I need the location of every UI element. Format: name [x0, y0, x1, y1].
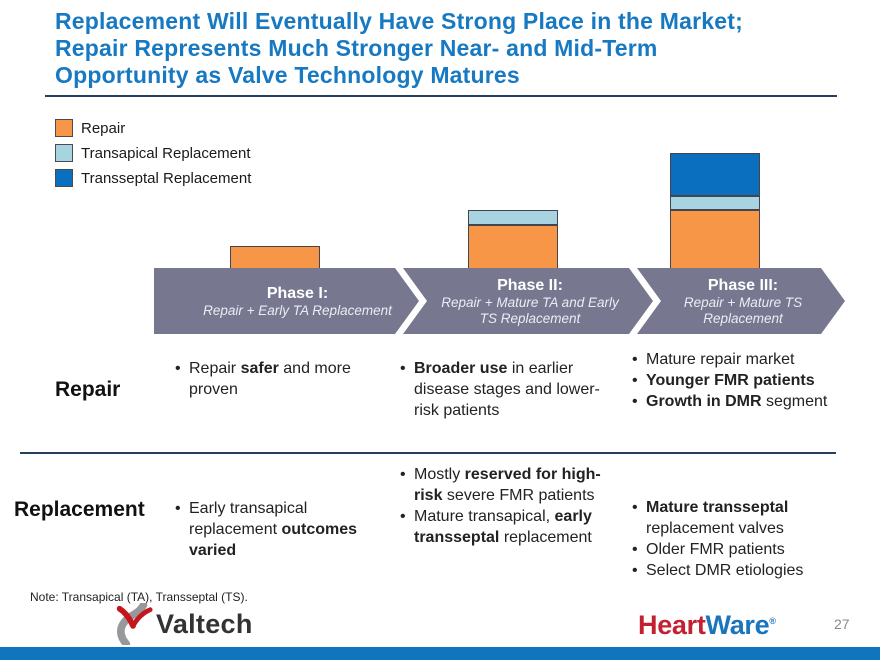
- heartware-logo: HeartWare®: [638, 610, 776, 641]
- bullet-item: • Early transapical replacement outcomes …: [175, 498, 365, 561]
- valtech-wordmark: Valtech: [156, 608, 253, 639]
- bullet-dot: •: [400, 360, 406, 377]
- bar-phase-2: [468, 210, 558, 269]
- bullet-text: Early transapical replacement outcomes v…: [189, 500, 358, 559]
- replacement-phase1-bullets: • Early transapical replacement outcomes …: [175, 498, 365, 561]
- registered-mark-icon: ®: [769, 616, 776, 626]
- bullet-dot: •: [400, 466, 406, 483]
- bullet-text: Mature transapical, early transseptal re…: [414, 508, 592, 546]
- legend-label: Transseptal Replacement: [81, 169, 252, 187]
- bullet-text: Mature transseptal replacement valves: [646, 499, 789, 537]
- repair-phase2-bullets: • Broader use in earlier disease stages a…: [400, 358, 612, 421]
- bullet-item: • Select DMR etiologies: [632, 560, 847, 581]
- bullet-item: • Older FMR patients: [632, 539, 847, 560]
- footer-accent-bar: [0, 647, 880, 660]
- bullet-item: • Mature repair market: [632, 349, 847, 370]
- phase-arrow-2: Phase II: Repair + Mature TA and Early T…: [403, 268, 653, 334]
- repair-phase1-bullets: • Repair safer and more proven: [175, 358, 390, 400]
- phase-subtitle: Repair + Mature TA and Early TS Replacem…: [441, 294, 619, 326]
- bullet-item: • Mature transapical, early transseptal r…: [400, 506, 605, 548]
- row-label-replacement: Replacement: [14, 498, 145, 521]
- phase-arrow-1: Phase I: Repair + Early TA Replacement: [154, 268, 419, 334]
- bullet-text: Mostly reserved for high-risk severe FMR…: [414, 466, 601, 504]
- bar-phase-3: [670, 153, 760, 269]
- legend-item-transseptal: Transseptal Replacement: [55, 169, 251, 187]
- bullet-text: Mature repair market: [646, 351, 795, 368]
- bullet-text: Younger FMR patients: [646, 372, 815, 389]
- footnote: Note: Transapical (TA), Transseptal (TS)…: [30, 590, 248, 604]
- legend-swatch-transapical: [55, 144, 73, 162]
- slide-title-line: Repair Represents Much Stronger Near- an…: [55, 35, 658, 61]
- bullet-item: • Growth in DMR segment: [632, 391, 847, 412]
- bullet-item: • Mostly reserved for high-risk severe FM…: [400, 464, 605, 506]
- bullet-text: Growth in DMR segment: [646, 393, 828, 410]
- bar-segment-transapical: [670, 196, 760, 210]
- replacement-phase2-bullets: • Mostly reserved for high-risk severe FM…: [400, 464, 605, 548]
- phase-subtitle: Repair + Mature TS Replacement: [683, 294, 803, 326]
- bullet-dot: •: [632, 499, 638, 516]
- bullet-dot: •: [400, 508, 406, 525]
- bar-segment-transseptal: [670, 153, 760, 196]
- row-label-repair: Repair: [55, 378, 121, 401]
- slide-title: Replacement Will Eventually Have Strong …: [55, 8, 845, 89]
- bar-segment-repair: [230, 246, 320, 269]
- phase-arrows: Phase I: Repair + Early TA Replacement P…: [154, 268, 845, 334]
- phase-title: Phase III:: [707, 276, 779, 294]
- repair-phase3-bullets: • Mature repair market • Younger FMR patien…: [632, 349, 847, 412]
- bullet-dot: •: [632, 562, 638, 579]
- phase-title: Phase II:: [497, 276, 563, 294]
- row-divider: [20, 452, 836, 454]
- bullet-dot: •: [632, 372, 638, 389]
- bullet-dot: •: [632, 351, 638, 368]
- legend-swatch-transseptal: [55, 169, 73, 187]
- bullet-dot: •: [175, 500, 181, 517]
- bullet-item: • Broader use in earlier disease stages a…: [400, 358, 612, 421]
- heartware-ware-text: Ware: [705, 610, 770, 640]
- legend-item-repair: Repair: [55, 119, 251, 137]
- valtech-logo: Valtech: [112, 603, 253, 645]
- bar-segment-transapical: [468, 210, 558, 225]
- replacement-phase3-bullets: • Mature transseptal replacement valves • O…: [632, 497, 847, 581]
- phase-arrow-3: Phase III: Repair + Mature TS Replacemen…: [637, 268, 845, 334]
- bullet-dot: •: [632, 541, 638, 558]
- bullet-text: Repair safer and more proven: [189, 360, 351, 398]
- bullet-item: • Younger FMR patients: [632, 370, 847, 391]
- phase-subtitle: Repair + Early TA Replacement: [203, 302, 392, 318]
- bar-segment-repair: [468, 225, 558, 269]
- bar-phase-1: [230, 246, 320, 269]
- bullet-item: • Repair safer and more proven: [175, 358, 390, 400]
- page-number: 27: [834, 616, 850, 632]
- bullet-text: Broader use in earlier disease stages an…: [414, 360, 600, 419]
- slide-title-line: Opportunity as Valve Technology Matures: [55, 62, 520, 88]
- legend-label: Transapical Replacement: [81, 144, 251, 162]
- phase-title: Phase I:: [266, 284, 329, 302]
- bullet-dot: •: [175, 360, 181, 377]
- bar-segment-repair: [670, 210, 760, 269]
- legend: Repair Transapical Replacement Transsept…: [55, 119, 251, 194]
- bullet-item: • Mature transseptal replacement valves: [632, 497, 847, 539]
- valtech-ribbon-icon: [116, 603, 153, 645]
- legend-item-transapical: Transapical Replacement: [55, 144, 251, 162]
- heartware-heart-text: Heart: [638, 610, 706, 640]
- bullet-dot: •: [632, 393, 638, 410]
- title-underline: [45, 95, 837, 97]
- legend-label: Repair: [81, 119, 126, 137]
- bullet-text: Older FMR patients: [646, 541, 785, 558]
- legend-swatch-repair: [55, 119, 73, 137]
- bullet-text: Select DMR etiologies: [646, 562, 804, 579]
- slide-title-line: Replacement Will Eventually Have Strong …: [55, 8, 743, 34]
